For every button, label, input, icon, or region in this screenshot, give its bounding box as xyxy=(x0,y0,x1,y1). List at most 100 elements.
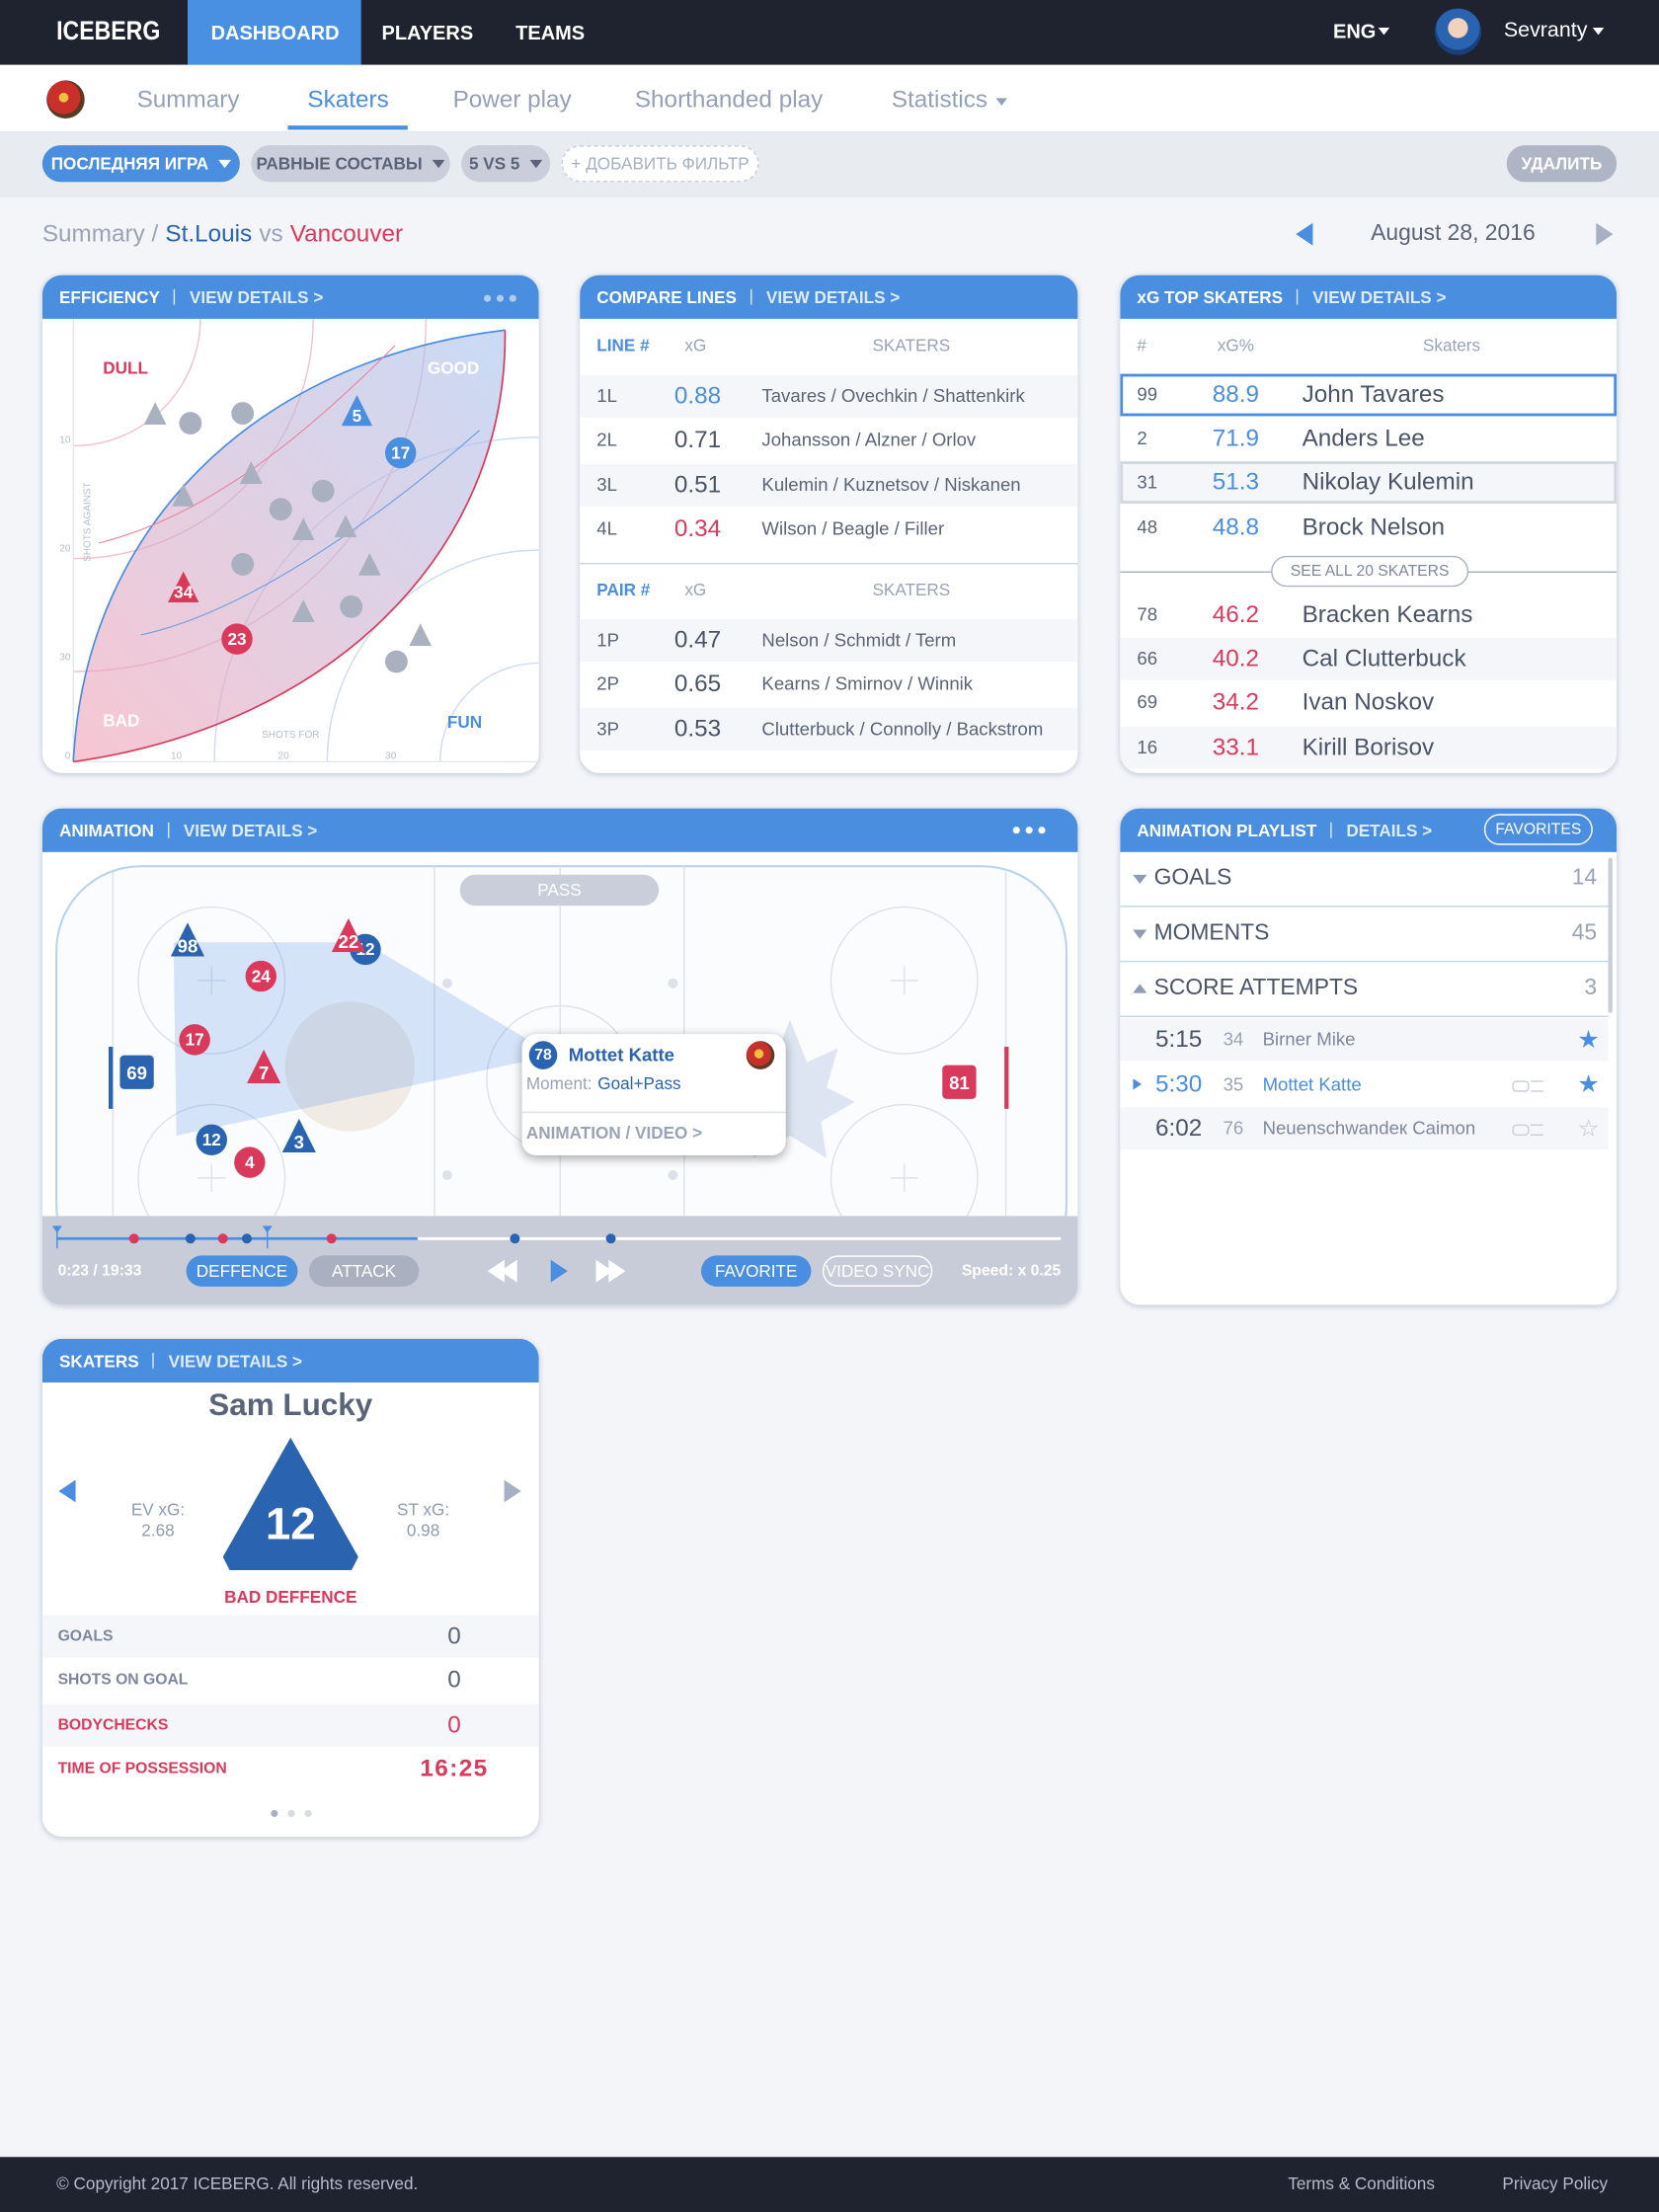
arrow-icon xyxy=(995,98,1007,106)
pill-button[interactable]: УДАЛИТЬ xyxy=(1506,145,1618,183)
group-name[interactable]: GOALS xyxy=(1153,866,1232,891)
row-name[interactable]: Ivan Noskov xyxy=(1302,688,1435,716)
item-time[interactable]: 5:15 xyxy=(1154,1025,1203,1053)
row-number: 2 xyxy=(1137,428,1147,449)
divider xyxy=(1120,960,1609,963)
row-name[interactable]: Brock Nelson xyxy=(1302,513,1446,540)
pill-button[interactable]: PASS xyxy=(459,874,660,907)
page-dot[interactable] xyxy=(303,1809,311,1817)
nav-item[interactable]: TEAMS xyxy=(515,21,586,44)
footer-link[interactable]: Terms & Conditions xyxy=(1288,2173,1435,2194)
pill-button[interactable]: SEE ALL 20 SKATERS xyxy=(1271,555,1469,588)
card: SKATERS VIEW DETAILS > Sam Lucky 12 EV xG: 2.… xyxy=(41,1338,539,1837)
tab[interactable]: Shorthanded play xyxy=(634,86,824,114)
tooltip-name[interactable]: Mottet Katte xyxy=(568,1044,675,1066)
pill-button[interactable]: FAVORITES xyxy=(1483,814,1593,845)
menu-dot[interactable] xyxy=(509,294,516,302)
card-link[interactable]: VIEW DETAILS > xyxy=(183,820,318,840)
item-name[interactable]: Birner Mike xyxy=(1262,1028,1356,1050)
group-name[interactable]: SCORE ATTEMPTS xyxy=(1153,976,1359,1000)
card-link[interactable]: VIEW DETAILS > xyxy=(189,286,324,307)
card-link[interactable]: VIEW DETAILS > xyxy=(168,1350,303,1371)
row-name[interactable]: Kirill Borisov xyxy=(1302,733,1435,760)
decor xyxy=(326,1233,337,1244)
footer-link[interactable]: Privacy Policy xyxy=(1502,2173,1609,2194)
nav-item[interactable]: DASHBOARD xyxy=(210,21,340,44)
player-marker: 4 xyxy=(234,1146,266,1178)
divider xyxy=(521,1111,786,1114)
row-name[interactable]: Cal Clutterbuck xyxy=(1302,645,1466,672)
row-id: 2L xyxy=(596,429,617,451)
decor xyxy=(140,430,481,636)
row-number: 48 xyxy=(1137,515,1158,537)
item-time[interactable]: 5:30 xyxy=(1154,1069,1203,1097)
tab[interactable]: Statistics xyxy=(891,86,988,114)
stat-value: 0 xyxy=(447,1710,461,1738)
point xyxy=(311,479,335,503)
card-link[interactable]: VIEW DETAILS > xyxy=(1312,286,1447,307)
decor xyxy=(128,1233,139,1244)
pill-button[interactable]: ATTACK xyxy=(308,1255,420,1287)
language[interactable]: ENG xyxy=(1332,19,1377,42)
moment-value: Goal+Pass xyxy=(597,1073,681,1094)
row-number: 99 xyxy=(1137,383,1158,405)
item-number: 76 xyxy=(1223,1117,1244,1139)
tab-bar xyxy=(0,64,1659,133)
decor xyxy=(668,978,678,988)
card-header: xG TOP SKATERS VIEW DETAILS > xyxy=(1120,275,1618,319)
tooltip-link[interactable]: ANIMATION / VIDEO > xyxy=(525,1123,703,1144)
pill-button[interactable]: РАВНЫЕ СОСТАВЫ xyxy=(251,145,450,183)
separator xyxy=(1330,822,1333,838)
arrow-icon xyxy=(1133,874,1147,884)
footer xyxy=(0,2157,1659,2212)
tab[interactable]: Skaters xyxy=(307,86,389,114)
group-name[interactable]: MOMENTS xyxy=(1153,920,1270,946)
card-link[interactable]: VIEW DETAILS > xyxy=(765,286,901,307)
pill-button[interactable]: 5 VS 5 xyxy=(461,145,551,183)
group-count: 14 xyxy=(1571,866,1598,891)
pill-button[interactable]: VIDEO SYNC xyxy=(822,1255,933,1287)
menu-dot[interactable] xyxy=(1038,827,1046,834)
row-name[interactable]: Bracken Kearns xyxy=(1302,600,1473,628)
row-name[interactable]: Anders Lee xyxy=(1302,425,1425,452)
item-name[interactable]: Neuenschwandeк Caimon xyxy=(1262,1117,1476,1139)
menu-dot[interactable] xyxy=(496,294,504,302)
breadcrumb-part[interactable]: Summary / xyxy=(41,219,159,247)
item-name[interactable]: Mottet Katte xyxy=(1262,1072,1362,1094)
menu-dot[interactable] xyxy=(1012,827,1020,834)
menu-dot[interactable] xyxy=(483,294,492,302)
card-title: SKATERS xyxy=(58,1350,139,1371)
zone-label: GOOD xyxy=(427,357,480,378)
page-dot[interactable] xyxy=(286,1809,294,1817)
y-tick-label: 10 xyxy=(59,435,71,446)
favorite-star[interactable] xyxy=(1578,1073,1599,1093)
row-highlight xyxy=(1120,373,1618,417)
breadcrumb-part[interactable]: St.Louis xyxy=(165,219,253,247)
tab[interactable]: Summary xyxy=(136,86,240,114)
tab[interactable]: Power play xyxy=(452,86,572,114)
list-icon xyxy=(1530,1124,1543,1136)
menu-dot[interactable] xyxy=(1025,827,1033,834)
row-name[interactable]: Nikolay Kulemin xyxy=(1302,468,1474,496)
pill-button[interactable]: DEFFENCE xyxy=(186,1255,298,1287)
ev-label: EV xG: xyxy=(130,1499,186,1520)
decor xyxy=(605,1233,616,1244)
page-dot[interactable] xyxy=(270,1809,277,1817)
stat-value: 0 xyxy=(447,1666,461,1694)
pill-button[interactable]: + ДОБАВИТЬ ФИЛЬТР xyxy=(561,145,759,183)
row-bg xyxy=(1120,1018,1609,1062)
card-link[interactable]: DETAILS > xyxy=(1346,820,1433,840)
decor xyxy=(510,1233,520,1244)
decor xyxy=(197,966,918,1193)
column-header: SKATERS xyxy=(872,580,951,600)
pill-button[interactable]: FAVORITE xyxy=(700,1255,812,1287)
row-name[interactable]: John Tavares xyxy=(1302,380,1445,408)
x-tick-label: 0 xyxy=(64,751,71,762)
decor xyxy=(73,330,507,763)
user-name[interactable]: Sevranty xyxy=(1503,18,1588,42)
breadcrumb-part[interactable]: Vancouver xyxy=(289,219,404,247)
item-time[interactable]: 6:02 xyxy=(1154,1114,1203,1142)
nav-item[interactable]: PLAYERS xyxy=(381,21,474,44)
pill-button[interactable]: ПОСЛЕДНЯЯ ИГРА xyxy=(41,145,240,183)
